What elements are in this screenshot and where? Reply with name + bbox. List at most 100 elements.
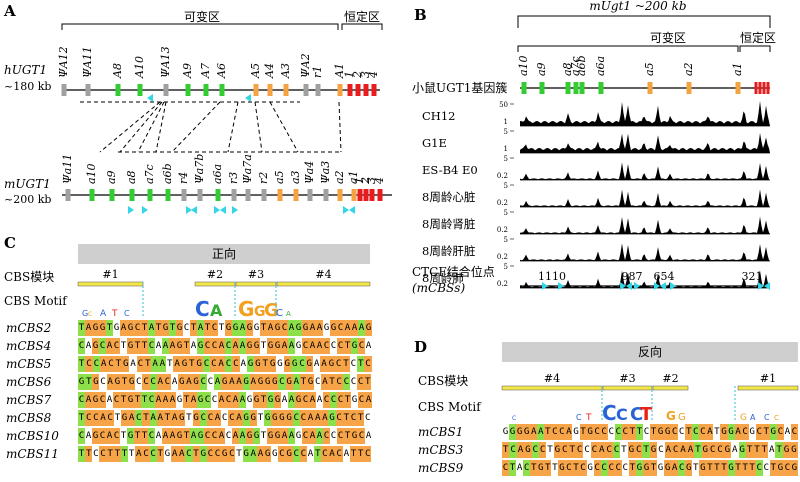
human-gene-label: hUGT1 [4, 63, 47, 77]
orientation-banner-reverse: 反向 [502, 342, 798, 362]
cbs-module-bar [652, 385, 689, 391]
human-exon-label: A8 [111, 63, 124, 79]
mouse-exon-8 [197, 189, 203, 201]
b-exon-a6b [579, 82, 585, 94]
cbs-module-label: #1 [760, 372, 776, 385]
mouse-exon-12 [261, 189, 267, 201]
mouse-exon-7 [181, 189, 187, 201]
mouse-ctcf-arrow [343, 206, 349, 214]
mouse-exon-label: Ψa7b [193, 154, 206, 184]
mouse-exon-2 [89, 189, 95, 201]
svg-text:A: A [100, 309, 107, 318]
human-exon-17 [363, 84, 369, 96]
svg-text:G: G [264, 300, 279, 318]
human-exon-label: 3 [359, 71, 372, 78]
mouse-exon-label: a6b [161, 163, 174, 184]
ctcf-sub-label: (mCBSs) [412, 281, 465, 295]
track-signal [520, 270, 770, 288]
track-signal [520, 162, 770, 180]
svg-text:C: C [88, 311, 92, 318]
human-exon-label: A9 [181, 63, 194, 79]
b-exon-a1 [735, 82, 741, 94]
mouse-exon-3 [109, 189, 115, 201]
mouse-exon-21 [369, 189, 375, 201]
b-exon-label: a6a [594, 56, 607, 76]
chip-seq-tracks: CH12 50 1 G1E 5 1 ES-B4 E0 5 0.2 8周龄心脏 5 0.2 8周龄肾脏 5 0… [422, 101, 770, 289]
b-exon-label: a5 [643, 62, 656, 76]
human-exon-label: A7 [199, 63, 212, 79]
human-exon-3 [115, 84, 121, 96]
mouse-exon-label: a1 [347, 170, 360, 184]
human-exon-10 [267, 84, 273, 96]
track-scale-top: 5 [504, 263, 508, 271]
svg-text:G: G [666, 409, 676, 422]
cbs-module-label: #3 [248, 268, 264, 281]
b-exon-a6a [598, 82, 604, 94]
ctcf-label: CTCF结合位点 [412, 264, 495, 279]
svg-text:C: C [512, 415, 516, 422]
human-exon-5 [163, 84, 169, 96]
sequence-row-name: mCBS7 [6, 393, 52, 407]
ctcf-site-arrow [634, 282, 640, 290]
variable-region-label-a: 可变区 [184, 9, 220, 24]
track-scale-top: 5 [504, 182, 508, 190]
mouse-exon-label: a2 [333, 170, 346, 184]
track-scale-bottom: 0.2 [497, 226, 508, 234]
cbs-module-label: #2 [207, 268, 223, 281]
human-exon-label: 2 [351, 71, 364, 79]
mouse-exon-label: r3 [227, 172, 240, 184]
variable-region-label-b: 可变区 [650, 30, 686, 45]
track-signal [520, 101, 770, 126]
human-exon-2 [85, 84, 91, 96]
track-label: 8周龄心脏 [422, 190, 475, 204]
ctcf-site-arrow [558, 282, 564, 290]
panel-d-modules: #4 #3 #2 #1 C C T C C C T G G G A C C [501, 372, 799, 422]
svg-text:C: C [124, 309, 130, 318]
mouse-exon-label: Ψa11 [61, 154, 74, 184]
sequence-row-name: mCBS10 [6, 429, 59, 443]
track-scale-top: 50 [499, 101, 508, 109]
ctcf-site-arrow [542, 282, 548, 290]
mouse-exon-label: a5 [273, 170, 286, 184]
b-exon-label: a10 [517, 55, 530, 76]
svg-text:A: A [750, 413, 756, 422]
mouse-exon-6 [165, 189, 171, 201]
b-exon-label: a7c [569, 56, 582, 76]
cbs-module-bar [737, 385, 799, 391]
track-signal [520, 133, 770, 153]
human-exon-12 [303, 84, 309, 96]
svg-text:C: C [576, 413, 582, 422]
track-label: 8周龄肝脏 [422, 244, 475, 258]
track-scale-bottom: 1 [504, 118, 508, 126]
cbs-motif-label-d: CBS Motif [418, 400, 481, 414]
mouse-exon-label: a8 [125, 170, 138, 184]
human-exon-9 [253, 84, 259, 96]
cbs-module-bar [602, 385, 653, 391]
cbs-module-bar [276, 281, 371, 287]
track-label: G1E [422, 136, 447, 150]
panel-c-modules: #1 #2 #3 #4 G C A T C C A G G G C A [77, 268, 371, 318]
svg-text:C: C [764, 413, 770, 422]
panel-d: D 反向 CBS模块 CBS Motif #4 #3 #2 #1 C C T C C … [408, 336, 800, 482]
track-scale-top: 5 [504, 209, 508, 217]
cbs-module-bar [77, 281, 144, 287]
human-exon-13 [315, 84, 321, 96]
track-scale-bottom: 0.2 [497, 172, 508, 180]
svg-text:C: C [774, 414, 779, 422]
svg-text:T: T [585, 413, 592, 422]
ctcf-site-arrow [620, 282, 626, 290]
svg-text:C: C [195, 297, 210, 318]
mouse-exon-9 [215, 189, 221, 201]
human-exon-label: ΨA11 [81, 46, 94, 78]
mouse-exon-15 [307, 189, 313, 201]
human-exon-11 [283, 84, 289, 96]
mouse-size-label: ~200 kb [4, 193, 51, 206]
ctcf-site-arrow [670, 282, 676, 290]
human-exon-label: A6 [215, 63, 228, 79]
human-exon-label: A10 [133, 56, 146, 79]
